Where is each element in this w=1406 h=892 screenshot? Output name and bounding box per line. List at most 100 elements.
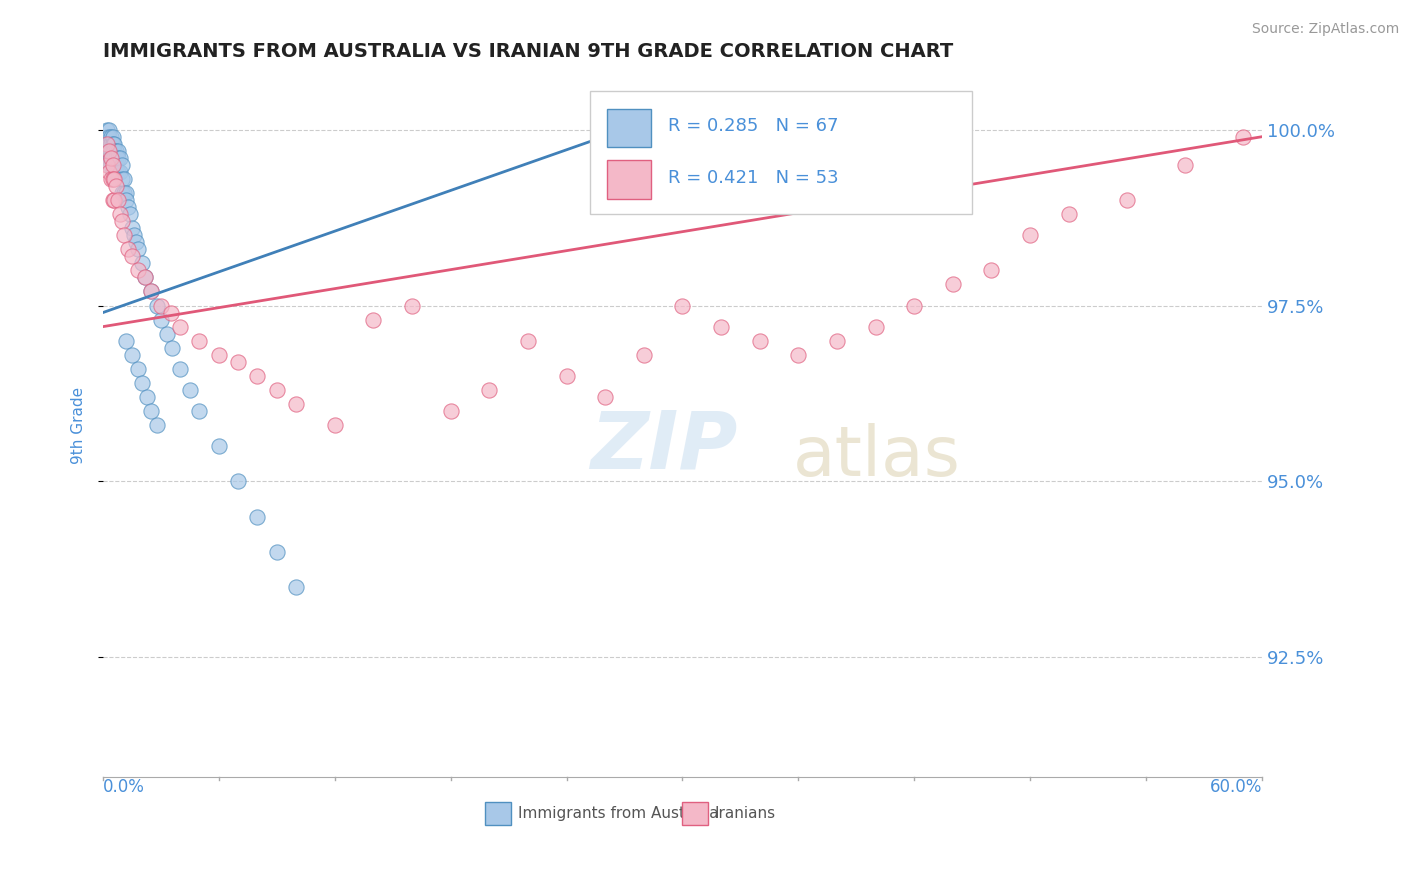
Point: [100, 158, 122, 172]
Point: [97, 158, 120, 172]
Point: [96, 136, 118, 151]
Point: [111, 172, 134, 186]
FancyBboxPatch shape: [607, 109, 651, 147]
Point: [115, 334, 138, 348]
Point: [107, 193, 129, 207]
Point: [633, 348, 655, 362]
Point: [97, 165, 120, 179]
Point: [96, 136, 118, 151]
Text: Iranians: Iranians: [714, 805, 776, 821]
Point: [980, 263, 1002, 277]
Point: [285, 397, 308, 411]
Point: [107, 151, 129, 165]
Text: Source: ZipAtlas.com: Source: ZipAtlas.com: [1251, 22, 1399, 37]
Point: [159, 305, 181, 319]
Point: [246, 368, 269, 383]
Point: [110, 165, 132, 179]
Point: [100, 136, 122, 151]
Point: [101, 165, 124, 179]
Point: [121, 221, 143, 235]
Point: [118, 207, 141, 221]
Point: [127, 361, 149, 376]
Point: [125, 235, 148, 250]
Point: [110, 207, 132, 221]
Point: [101, 151, 124, 165]
Point: [117, 242, 139, 256]
Point: [110, 151, 132, 165]
Point: [103, 151, 125, 165]
Point: [112, 186, 135, 200]
Point: [101, 158, 124, 172]
Point: [401, 299, 423, 313]
Point: [593, 390, 616, 404]
Point: [226, 475, 249, 489]
Point: [100, 144, 122, 158]
Point: [103, 165, 125, 179]
Point: [97, 122, 120, 136]
Point: [122, 228, 145, 243]
Point: [97, 129, 120, 144]
Point: [285, 580, 308, 594]
Point: [96, 129, 118, 144]
Point: [112, 228, 135, 243]
Point: [516, 334, 538, 348]
Point: [100, 172, 122, 186]
Point: [266, 545, 288, 559]
Point: [105, 178, 128, 193]
Point: [162, 341, 184, 355]
Point: [149, 312, 172, 326]
Text: 0.0%: 0.0%: [103, 778, 145, 797]
Point: [149, 299, 172, 313]
FancyBboxPatch shape: [607, 160, 651, 199]
Point: [787, 348, 810, 362]
Point: [105, 151, 128, 165]
Point: [146, 418, 169, 433]
Point: [478, 383, 501, 397]
Point: [1057, 207, 1080, 221]
Point: [121, 348, 143, 362]
Point: [179, 383, 201, 397]
Point: [169, 319, 191, 334]
Point: [169, 361, 191, 376]
Point: [111, 186, 134, 200]
Y-axis label: 9th Grade: 9th Grade: [72, 386, 86, 464]
Point: [1019, 228, 1042, 243]
Point: [100, 151, 122, 165]
Text: atlas: atlas: [793, 423, 960, 491]
FancyBboxPatch shape: [485, 802, 510, 824]
Point: [111, 158, 134, 172]
Point: [127, 263, 149, 277]
Point: [188, 404, 211, 418]
Point: [134, 270, 156, 285]
Point: [266, 383, 288, 397]
Text: 60.0%: 60.0%: [1209, 778, 1263, 797]
Point: [1232, 129, 1254, 144]
Point: [97, 136, 120, 151]
Point: [121, 249, 143, 263]
Point: [942, 277, 965, 292]
Point: [1174, 158, 1197, 172]
Point: [115, 186, 138, 200]
Point: [127, 242, 149, 256]
Text: Immigrants from Australia: Immigrants from Australia: [517, 805, 718, 821]
Text: IMMIGRANTS FROM AUSTRALIA VS IRANIAN 9TH GRADE CORRELATION CHART: IMMIGRANTS FROM AUSTRALIA VS IRANIAN 9TH…: [103, 42, 953, 61]
Point: [107, 144, 129, 158]
Point: [105, 165, 128, 179]
Point: [136, 390, 159, 404]
Text: R = 0.285   N = 67: R = 0.285 N = 67: [668, 117, 839, 136]
Point: [748, 334, 770, 348]
Point: [97, 151, 120, 165]
Point: [156, 326, 179, 341]
Point: [117, 200, 139, 214]
Point: [246, 509, 269, 524]
Point: [103, 193, 125, 207]
Point: [96, 158, 118, 172]
Point: [97, 144, 120, 158]
Point: [112, 172, 135, 186]
Point: [103, 136, 125, 151]
Point: [141, 285, 163, 299]
Text: R = 0.421   N = 53: R = 0.421 N = 53: [668, 169, 839, 186]
Point: [439, 404, 461, 418]
Point: [111, 214, 134, 228]
Point: [101, 193, 124, 207]
